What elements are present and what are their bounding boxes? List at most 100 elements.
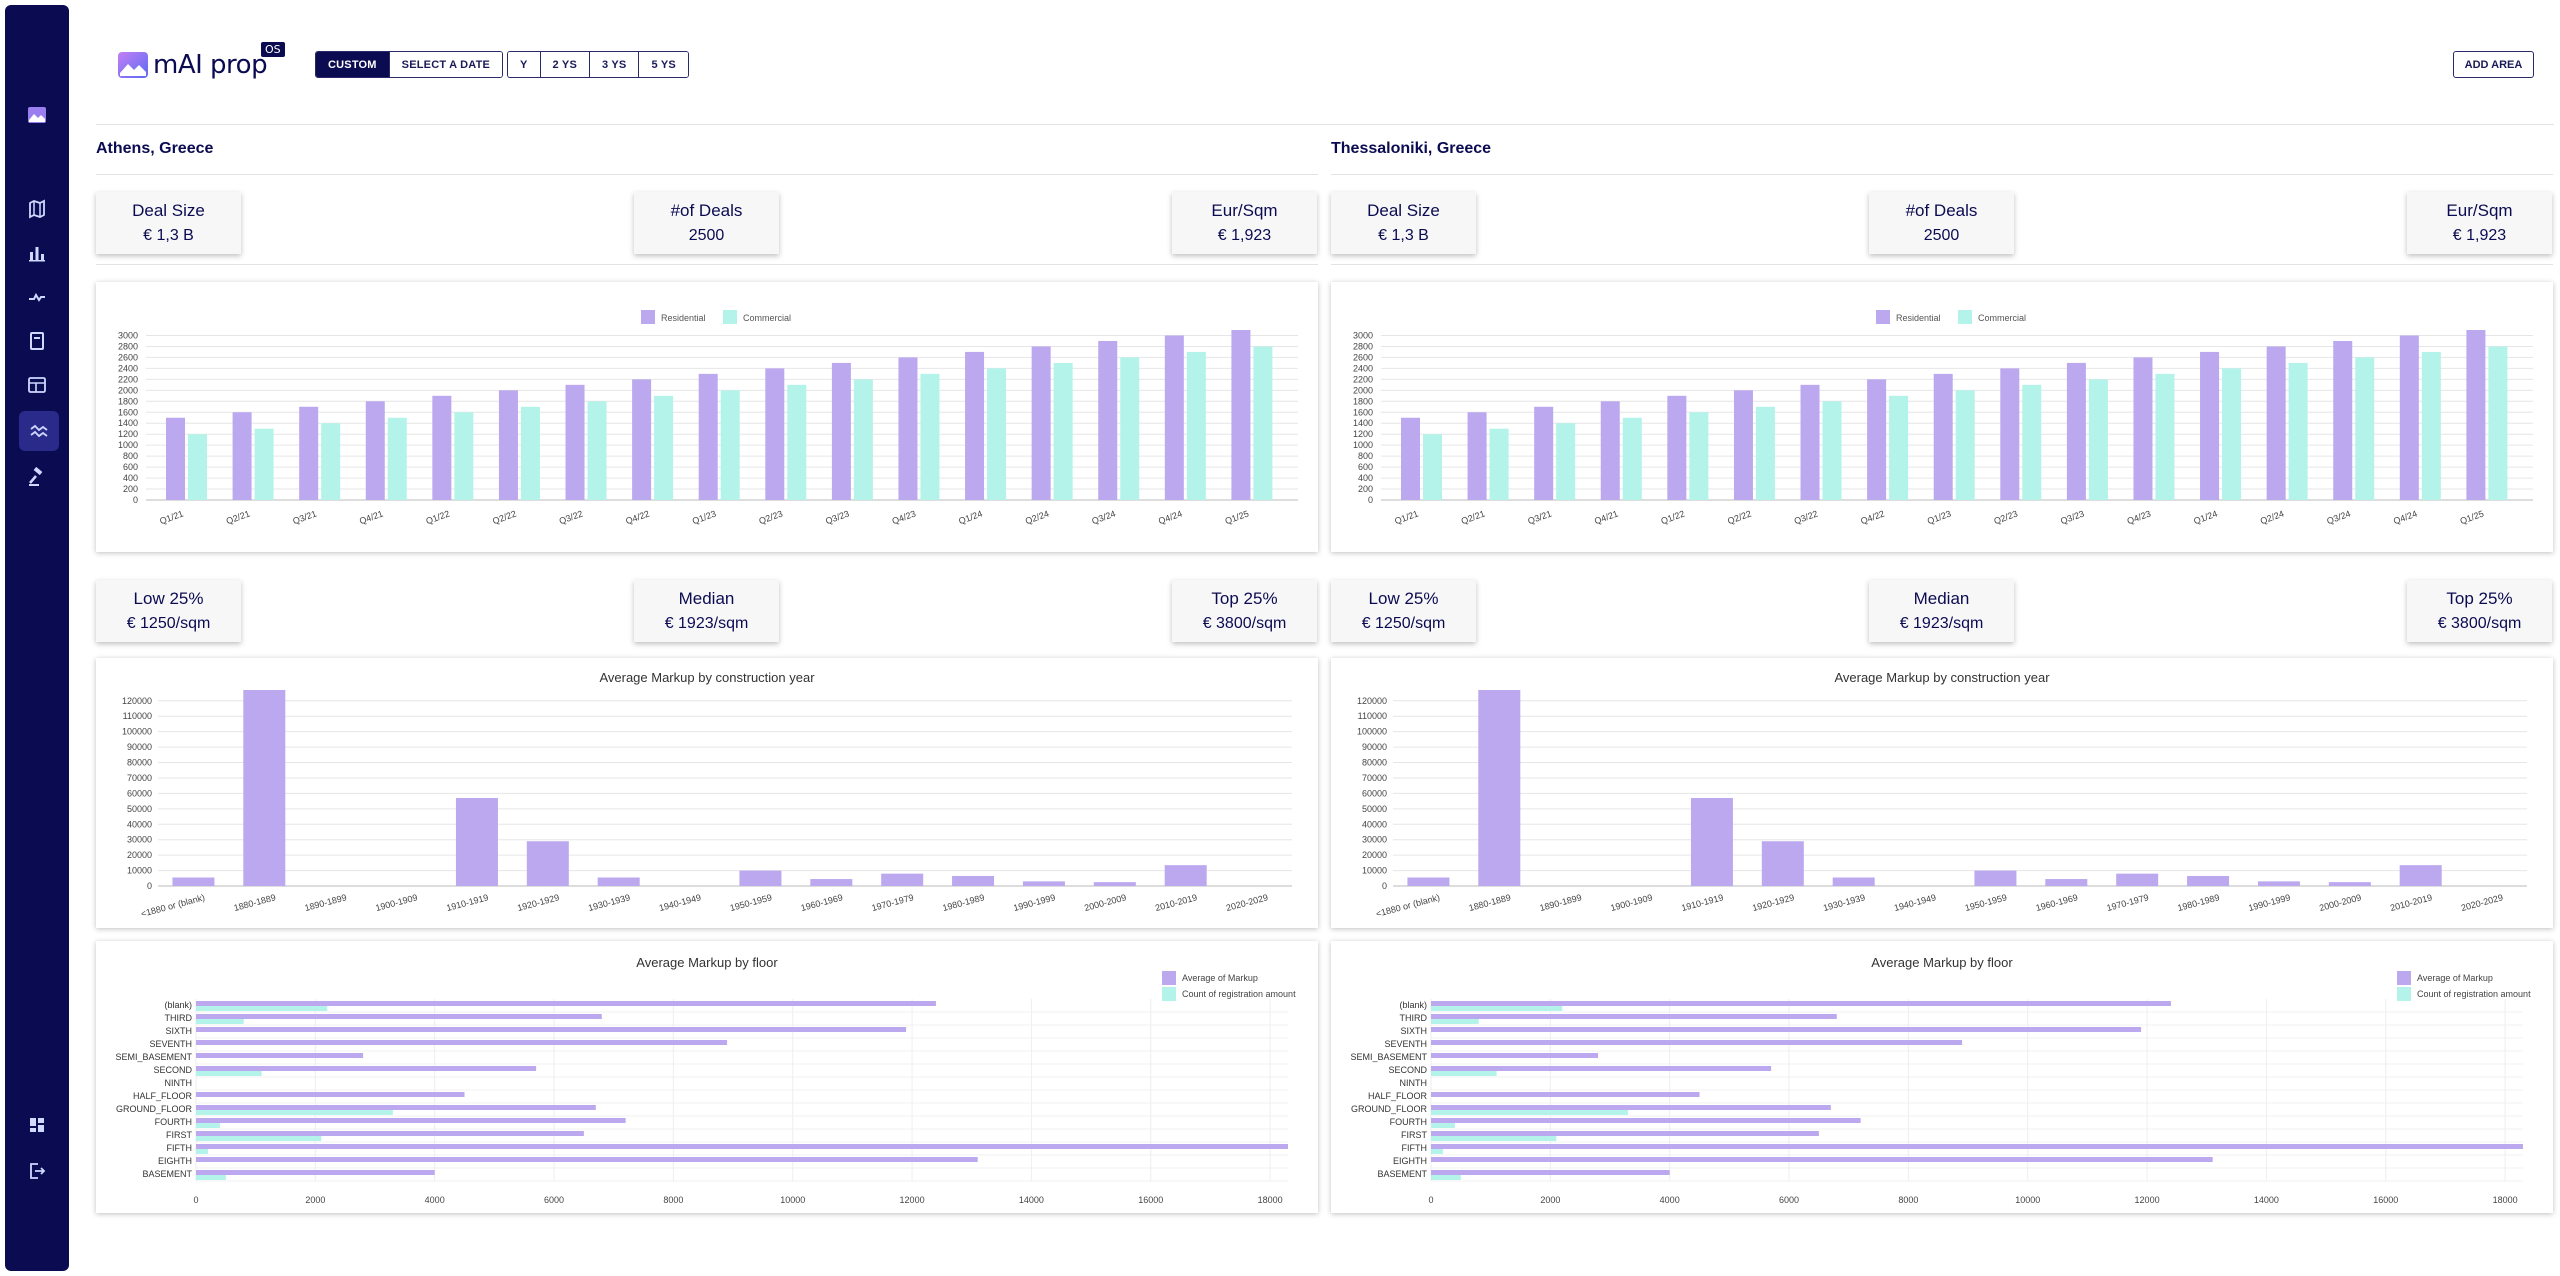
y-tick-label: 30000	[127, 835, 152, 845]
bar	[1800, 384, 1820, 500]
bar	[196, 1053, 364, 1058]
bar	[172, 877, 215, 886]
period-3ys-button[interactable]: 3 YS	[590, 52, 640, 77]
period-2ys-button[interactable]: 2 YS	[540, 52, 590, 77]
city-panel: Athens, Greece Deal Size € 1,3 B #of Deals 2…	[96, 0, 1318, 1276]
y-tick-label: 1600	[118, 407, 138, 417]
x-tick-label: Q4/22	[624, 508, 650, 526]
bar	[1431, 1105, 1831, 1110]
select-date-button[interactable]: SELECT A DATE	[389, 52, 503, 77]
bar-chart-icon[interactable]	[5, 233, 69, 273]
x-tick-label: Q2/23	[758, 508, 784, 526]
bar	[196, 1006, 328, 1011]
stat-title: Low 25%	[1368, 589, 1439, 608]
bar	[2288, 362, 2308, 500]
bar	[1431, 1170, 1670, 1175]
x-tick-label: 1880-1889	[1468, 892, 1512, 913]
stat-title: #of Deals	[670, 201, 743, 220]
stat-title: Eur/Sqm	[1211, 201, 1278, 220]
x-tick-label: Q3/24	[1090, 508, 1116, 526]
stat-title: Deal Size	[1367, 201, 1440, 220]
trend-icon[interactable]	[5, 277, 69, 317]
bar	[196, 1014, 602, 1019]
x-tick-label: Q2/23	[1993, 508, 2019, 526]
x-tick-label: 1890-1899	[304, 892, 348, 913]
x-tick-label: Q2/22	[491, 508, 517, 526]
bar	[196, 1066, 537, 1071]
y-tick-label: 200	[123, 484, 138, 494]
y-tick-label: EIGHTH	[1393, 1156, 1427, 1166]
bar	[2200, 351, 2220, 500]
dashboard-icon[interactable]	[5, 1105, 69, 1145]
logo[interactable]: mAI prop OS	[117, 42, 285, 88]
bar	[1431, 1001, 2171, 1006]
stat-card: Top 25% € 3800/sqm	[2407, 580, 2552, 642]
y-tick-label: 1200	[118, 429, 138, 439]
y-tick-label: FIFTH	[1402, 1143, 1428, 1153]
legend-swatch	[2397, 987, 2411, 1001]
bar	[987, 368, 1007, 500]
y-tick-label: 800	[123, 451, 138, 461]
map-icon[interactable]	[5, 189, 69, 229]
stat-value: € 3800/sqm	[2437, 615, 2522, 632]
y-tick-label: 0	[147, 881, 152, 891]
book-icon[interactable]	[5, 321, 69, 361]
logout-icon[interactable]	[5, 1151, 69, 1191]
x-tick-label: Q4/21	[1593, 508, 1619, 526]
app-logo-icon[interactable]	[5, 95, 69, 135]
x-tick-label: Q4/24	[2392, 508, 2418, 526]
x-tick-label: 0	[1428, 1195, 1433, 1205]
y-tick-label: 1800	[118, 396, 138, 406]
bar	[1407, 877, 1450, 886]
x-tick-label: 2020-2029	[1225, 892, 1269, 913]
y-tick-label: 2000	[1353, 385, 1373, 395]
bar	[321, 423, 341, 500]
bar	[739, 870, 782, 886]
bar	[1401, 417, 1420, 500]
construction-year-chart-card: Average Markup by construction year 0 1000…	[96, 658, 1318, 928]
period-y-button[interactable]: Y	[508, 52, 541, 77]
x-tick-label: Q1/21	[158, 508, 184, 526]
custom-button[interactable]: CUSTOM	[316, 52, 390, 77]
y-tick-label: 0	[1382, 881, 1387, 891]
stat-value: € 1923/sqm	[1899, 615, 1984, 632]
table-icon[interactable]	[5, 365, 69, 405]
period-5ys-button[interactable]: 5 YS	[639, 52, 688, 77]
legend-swatch	[2397, 971, 2411, 985]
bar	[2488, 346, 2508, 500]
bar	[1431, 1131, 1819, 1136]
chart-title: Average Markup by floor	[636, 955, 778, 970]
auction-icon[interactable]	[5, 457, 69, 497]
bar	[810, 879, 853, 886]
stat-card: Deal Size € 1,3 B	[1331, 192, 1476, 254]
stat-value: 2500	[1923, 227, 1960, 244]
floor-chart-card: Average Markup by floor Average of Markup…	[1331, 941, 2553, 1213]
legend-label: Commercial	[1978, 313, 2026, 323]
bar	[1164, 865, 1207, 886]
bar	[498, 390, 518, 500]
bar	[2355, 357, 2375, 500]
x-tick-label: 16000	[1138, 1195, 1163, 1205]
y-tick-label: 2400	[118, 363, 138, 373]
bar	[1031, 346, 1051, 500]
bar	[565, 384, 585, 500]
stat-card: Eur/Sqm € 1,923	[1172, 192, 1317, 254]
add-area-button[interactable]: ADD AREA	[2453, 51, 2534, 78]
bar	[196, 1092, 465, 1097]
y-tick-label: (blank)	[164, 1000, 192, 1010]
bar	[2399, 335, 2419, 500]
bar	[1098, 340, 1118, 500]
y-tick-label: 10000	[127, 866, 152, 876]
x-tick-label: Q3/23	[2059, 508, 2085, 526]
bar	[196, 1175, 226, 1180]
bar	[1253, 346, 1273, 500]
x-tick-label: Q4/24	[1157, 508, 1183, 526]
y-tick-label: GROUND_FLOOR	[1351, 1104, 1428, 1114]
x-tick-label: 1970-1979	[2106, 892, 2150, 913]
wave-chart-icon[interactable]	[19, 411, 59, 451]
y-tick-label: 1600	[1353, 407, 1373, 417]
stat-card: Deal Size € 1,3 B	[96, 192, 241, 254]
x-tick-label: <1880 or (blank)	[140, 892, 206, 919]
legend-label: Average of Markup	[1182, 973, 1258, 983]
x-tick-label: Q2/24	[1024, 508, 1050, 526]
